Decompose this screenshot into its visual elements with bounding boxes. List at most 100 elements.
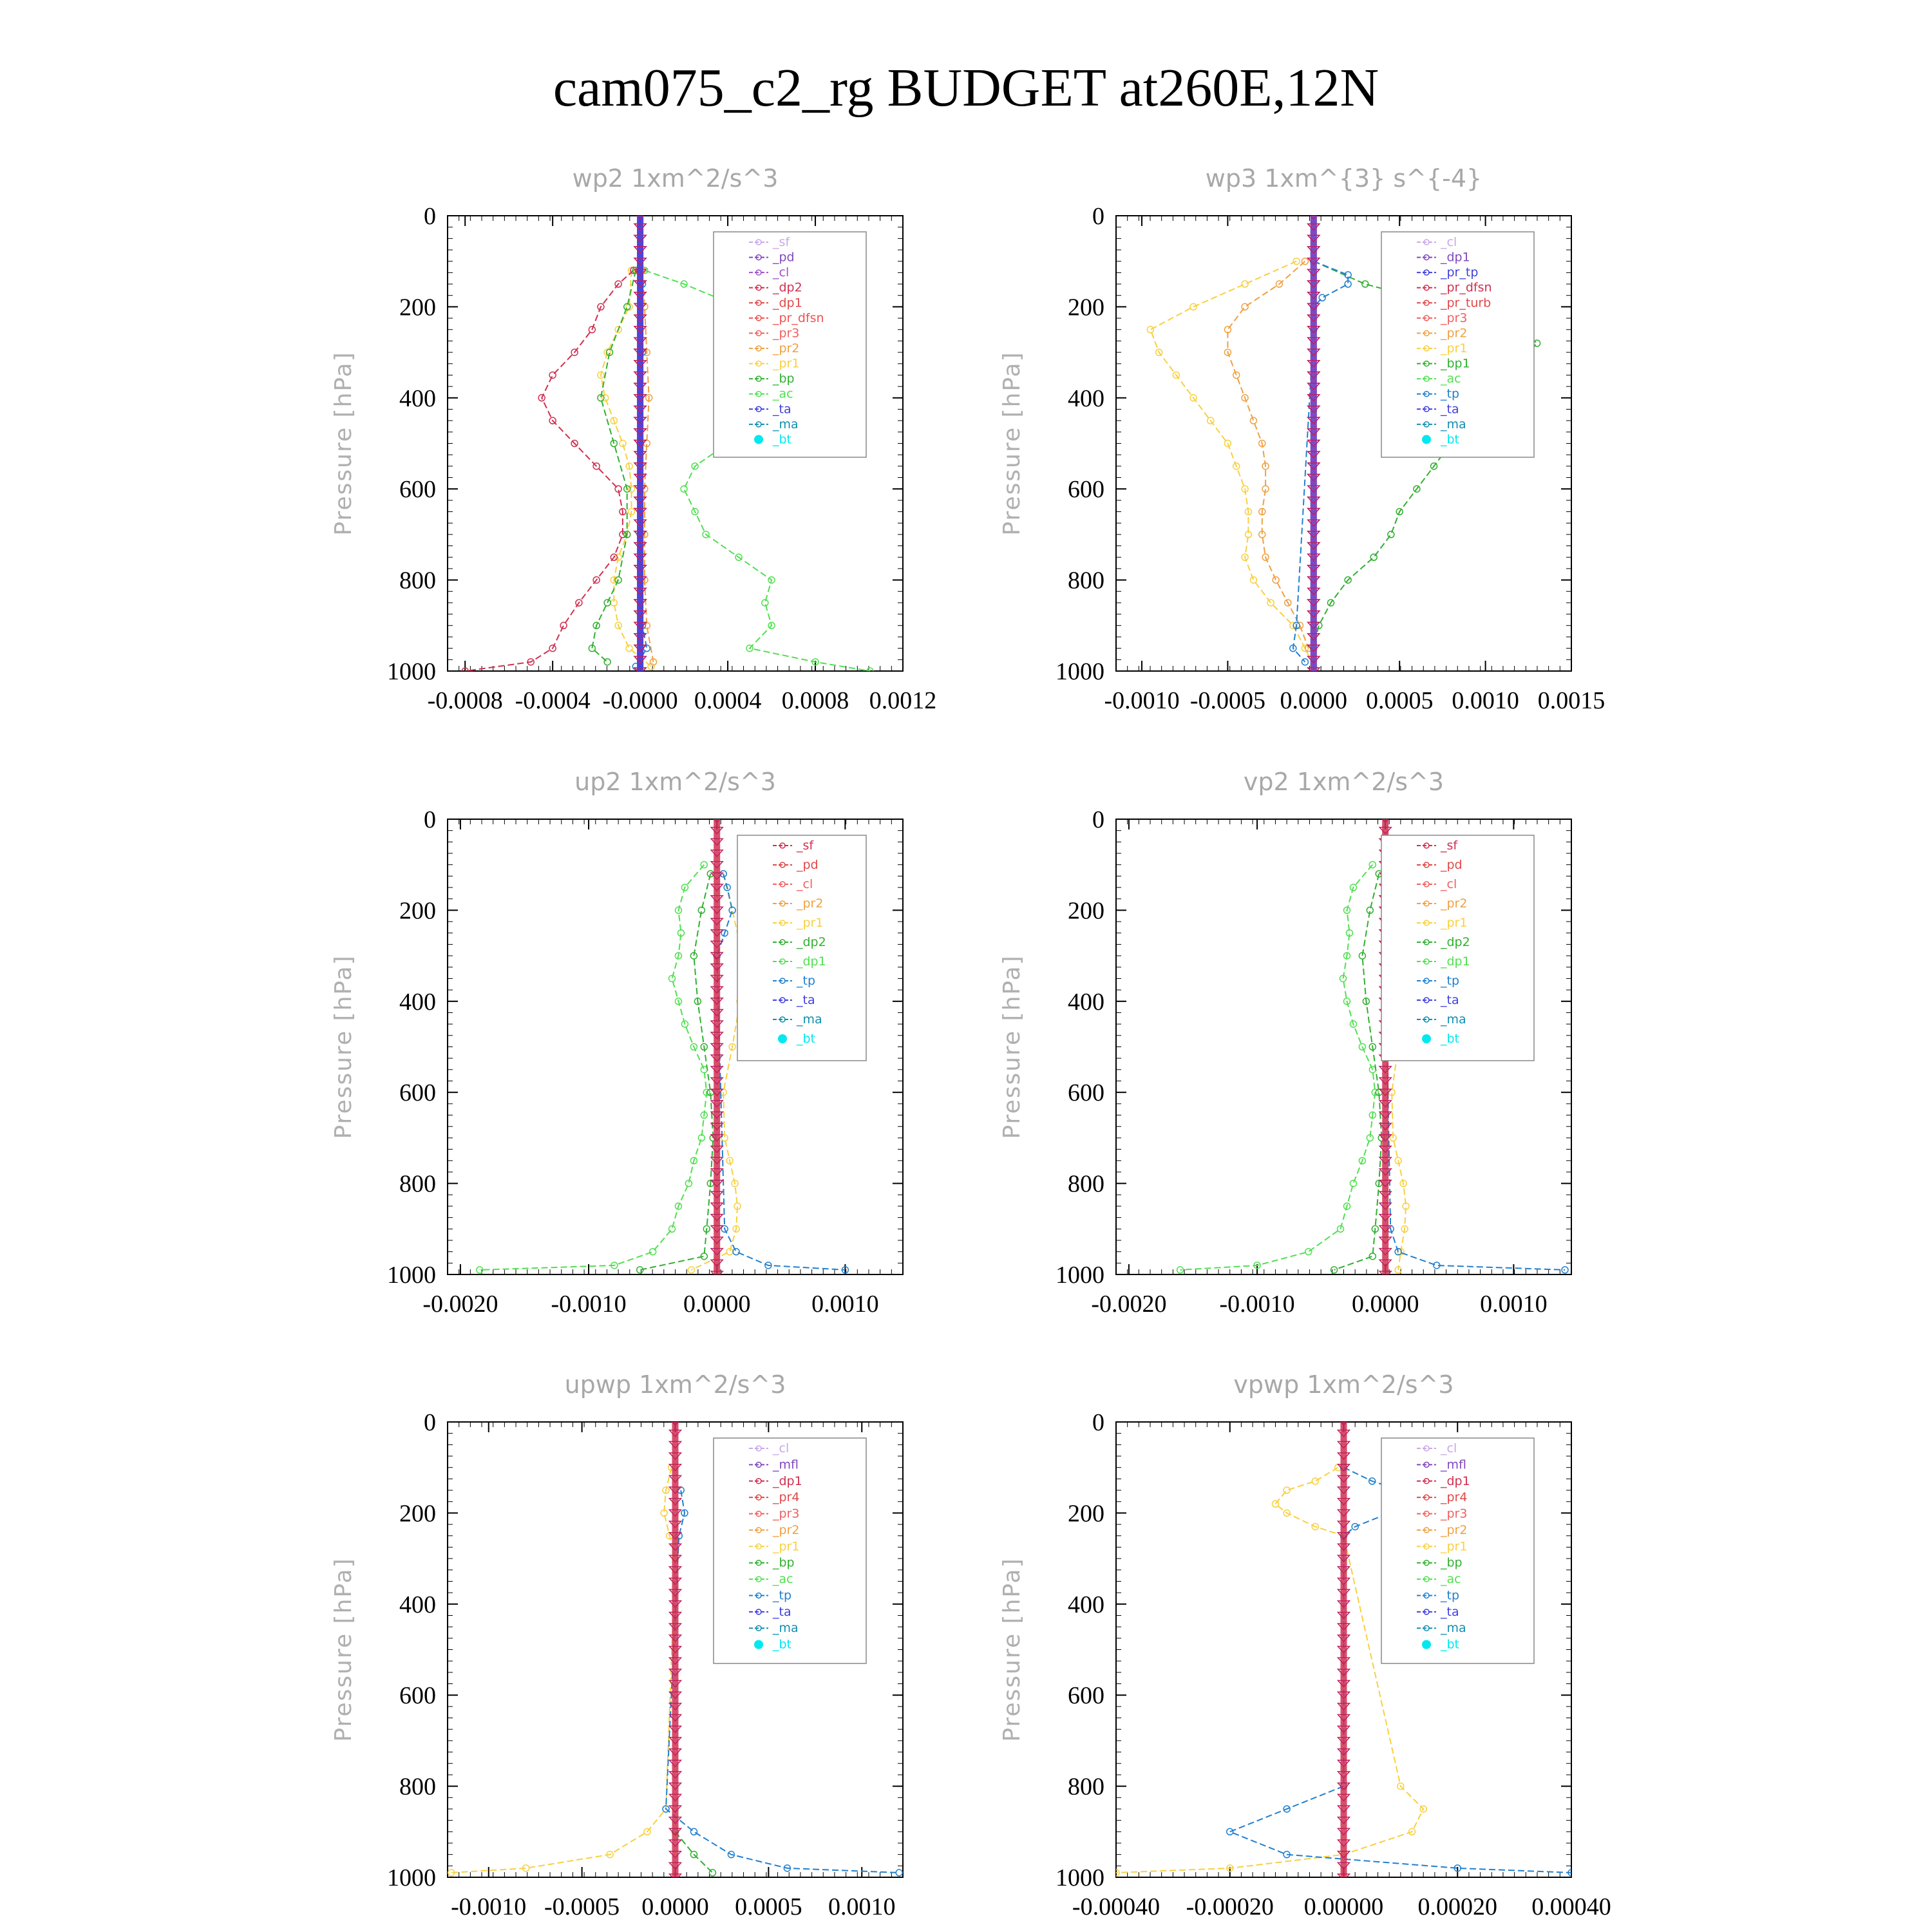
zero-line-marker (633, 417, 647, 425)
zero-line-marker (668, 1703, 683, 1711)
series-marker (1301, 658, 1309, 666)
zero-line-marker (633, 383, 647, 391)
legend-label: _bt (772, 432, 791, 446)
zero-line-marker (633, 348, 647, 357)
series-marker (1258, 439, 1266, 448)
legend-marker (1423, 360, 1430, 367)
legend-marker (1423, 1559, 1430, 1566)
legend-marker (1423, 1478, 1430, 1484)
y-tick-label: 200 (1068, 897, 1104, 924)
zero-line-marker (1307, 257, 1321, 265)
series-marker (1358, 1157, 1367, 1164)
panel-title: vpwp 1xm^2/s^3 (1233, 1370, 1454, 1399)
series-marker (1567, 1869, 1571, 1877)
zero-line-marker (1378, 1145, 1392, 1153)
panel-5: upwp 1xm^2/s^3 Pressure [hPa] 0 200 400 600 80… (330, 1370, 904, 1920)
legend-marker (755, 1625, 762, 1631)
legend-label: _mfl (1440, 1457, 1466, 1472)
series-marker (732, 1247, 740, 1256)
series-marker (1344, 271, 1352, 279)
legend-marker (1423, 978, 1430, 984)
zero-line-marker (1378, 1236, 1392, 1245)
zero-line-marker (1307, 337, 1321, 345)
legend-marker (1423, 862, 1430, 868)
zero-line-marker (633, 246, 647, 254)
series-marker (1155, 348, 1163, 356)
series-marker (1408, 1828, 1416, 1836)
series-marker (668, 974, 676, 983)
zero-line-marker (710, 906, 724, 914)
series-marker (601, 394, 609, 402)
zero-line-marker (1378, 1259, 1392, 1267)
zero-line-marker (1378, 1122, 1392, 1131)
zero-line-marker (668, 1611, 683, 1620)
legend-marker (1423, 1543, 1430, 1550)
series-line-pr1 (451, 1467, 676, 1873)
series-marker (694, 998, 702, 1005)
x-tick-label: -0.0020 (422, 1291, 498, 1318)
series-marker (768, 576, 775, 584)
series-line-pr1 (600, 270, 652, 667)
x-tick-label: -0.0000 (603, 687, 678, 714)
series-marker (697, 906, 706, 914)
zero-line-marker (710, 1066, 724, 1074)
zero-line-marker (1378, 1066, 1392, 1074)
y-tick-label: 600 (399, 476, 436, 503)
legend-marker (755, 239, 762, 245)
zero-line-marker (710, 1157, 724, 1165)
series-marker (1454, 1864, 1461, 1872)
series-marker (721, 1134, 728, 1142)
zero-line-marker (1307, 462, 1321, 470)
series-marker (1249, 417, 1258, 424)
series-marker (1396, 507, 1403, 516)
zero-line-marker (1336, 1714, 1351, 1722)
legend-marker (755, 1543, 762, 1550)
series-marker (619, 507, 627, 516)
legend-marker (779, 939, 786, 945)
legend: _cl _mfl _dp1 _pr4 _pr3 _pr2 _pr1 _bp _ac _tp _ta _… (713, 1437, 867, 1664)
series-marker (703, 1088, 711, 1096)
legend-label: _ma (1440, 417, 1466, 431)
y-tick-label: 600 (1068, 1079, 1104, 1106)
zero-line-marker (633, 667, 647, 671)
legend-marker (755, 345, 762, 352)
series-marker (680, 485, 688, 493)
legend-label: _dp1 (796, 954, 826, 969)
series-marker (619, 439, 627, 448)
zero-line-marker (710, 1032, 724, 1039)
legend-label: _dp2 (1440, 935, 1470, 949)
legend-marker (1423, 269, 1430, 276)
series-marker (592, 621, 600, 630)
zero-line-marker (1378, 1271, 1392, 1274)
series-marker (610, 553, 618, 561)
series-marker (476, 1266, 484, 1274)
series-marker (1561, 1266, 1569, 1274)
series-marker (606, 1850, 614, 1859)
series-line-dp2 (465, 270, 634, 671)
y-axis-label: Pressure [hPa] (330, 351, 357, 535)
zero-line-marker (1307, 439, 1321, 448)
zero-line-marker (710, 952, 724, 960)
series-line-dp1 (479, 864, 708, 1271)
series-marker (1293, 621, 1300, 630)
legend-label: _ta (1440, 993, 1459, 1007)
zero-line-marker (1336, 1429, 1351, 1437)
series-marker (1284, 599, 1292, 607)
zero-line-marker (1307, 360, 1321, 368)
series-marker (1241, 394, 1249, 402)
legend-label: _dp1 (1440, 251, 1470, 265)
zero-line-marker (1307, 565, 1321, 573)
legend-marker (1423, 881, 1430, 887)
x-tick-label: -0.00040 (1072, 1893, 1160, 1920)
legend-box (1381, 1437, 1535, 1664)
zero-line-marker (633, 531, 647, 539)
series-marker (549, 371, 556, 379)
series-marker (588, 644, 596, 652)
series-marker (1241, 485, 1249, 493)
series-marker (1146, 326, 1155, 334)
zero-line-marker (668, 1475, 683, 1483)
legend-marker (1423, 1609, 1430, 1615)
y-axis-label: Pressure [hPa] (330, 954, 357, 1139)
series-marker (1343, 998, 1351, 1005)
zero-line-marker (668, 1862, 683, 1870)
